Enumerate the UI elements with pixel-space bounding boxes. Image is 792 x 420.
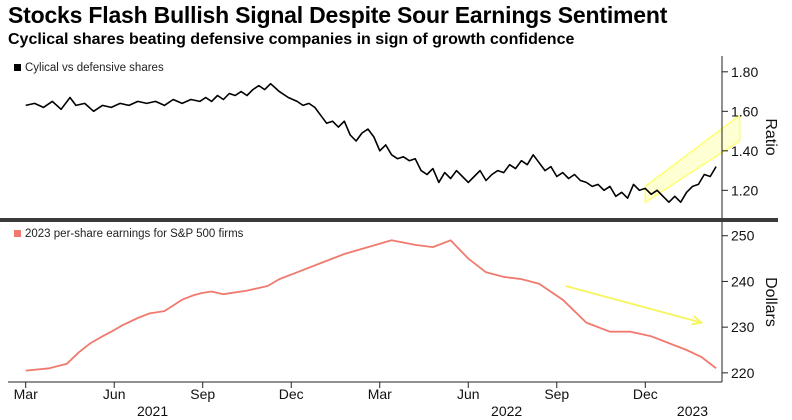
x-year-label: 2023 [677, 403, 708, 419]
y-tick-label: 240 [731, 273, 755, 289]
bottom-panel: 220 230 240 250 Dollars 2023 per-share earnin… [14, 222, 779, 382]
trend-arrow-head [691, 315, 704, 326]
legend: Cylical vs defensive shares [14, 62, 164, 74]
series-line [25, 82, 717, 203]
y-axis-label: Ratio [762, 118, 779, 155]
legend-swatch [14, 64, 21, 71]
series-line [25, 239, 717, 372]
chart-title: Stocks Flash Bullish Signal Despite Sour… [8, 2, 668, 28]
trend-arrow-line [565, 285, 702, 324]
legend: 2023 per-share earnings for S&P 500 firm… [14, 228, 244, 240]
x-tick-label: Sep [190, 386, 215, 402]
y-tick-label: 1.20 [731, 182, 758, 198]
y-tick-label: 1.40 [731, 143, 758, 159]
chart-subtitle: Cyclical shares beating defensive compan… [8, 31, 575, 48]
x-tick-label: Mar [14, 386, 38, 402]
legend-label: 2023 per-share earnings for S&P 500 firm… [25, 228, 244, 240]
legend-swatch [14, 230, 21, 237]
panel-divider [0, 218, 778, 222]
x-tick-label: Sep [544, 386, 569, 402]
x-year-label: 2022 [491, 403, 522, 419]
x-tick-label: Mar [368, 386, 392, 402]
y-tick-label: 1.80 [731, 64, 758, 80]
top-panel: 1.20 1.40 1.60 1.80 Ratio Cylical vs defensiv… [14, 56, 779, 218]
x-tick-label: Jun [457, 386, 480, 402]
highlight-band [644, 113, 741, 204]
y-tick-label: 230 [731, 319, 755, 335]
x-tick-label: Jun [103, 386, 126, 402]
legend-label: Cylical vs defensive shares [25, 62, 164, 74]
x-tick-label: Dec [279, 386, 304, 402]
x-tick-label: Dec [633, 386, 658, 402]
x-year-label: 2021 [137, 403, 168, 419]
y-axis-label: Dollars [762, 277, 779, 327]
y-tick-label: 250 [731, 228, 755, 244]
y-tick-label: 1.60 [731, 103, 758, 119]
y-tick-label: 220 [731, 365, 755, 381]
